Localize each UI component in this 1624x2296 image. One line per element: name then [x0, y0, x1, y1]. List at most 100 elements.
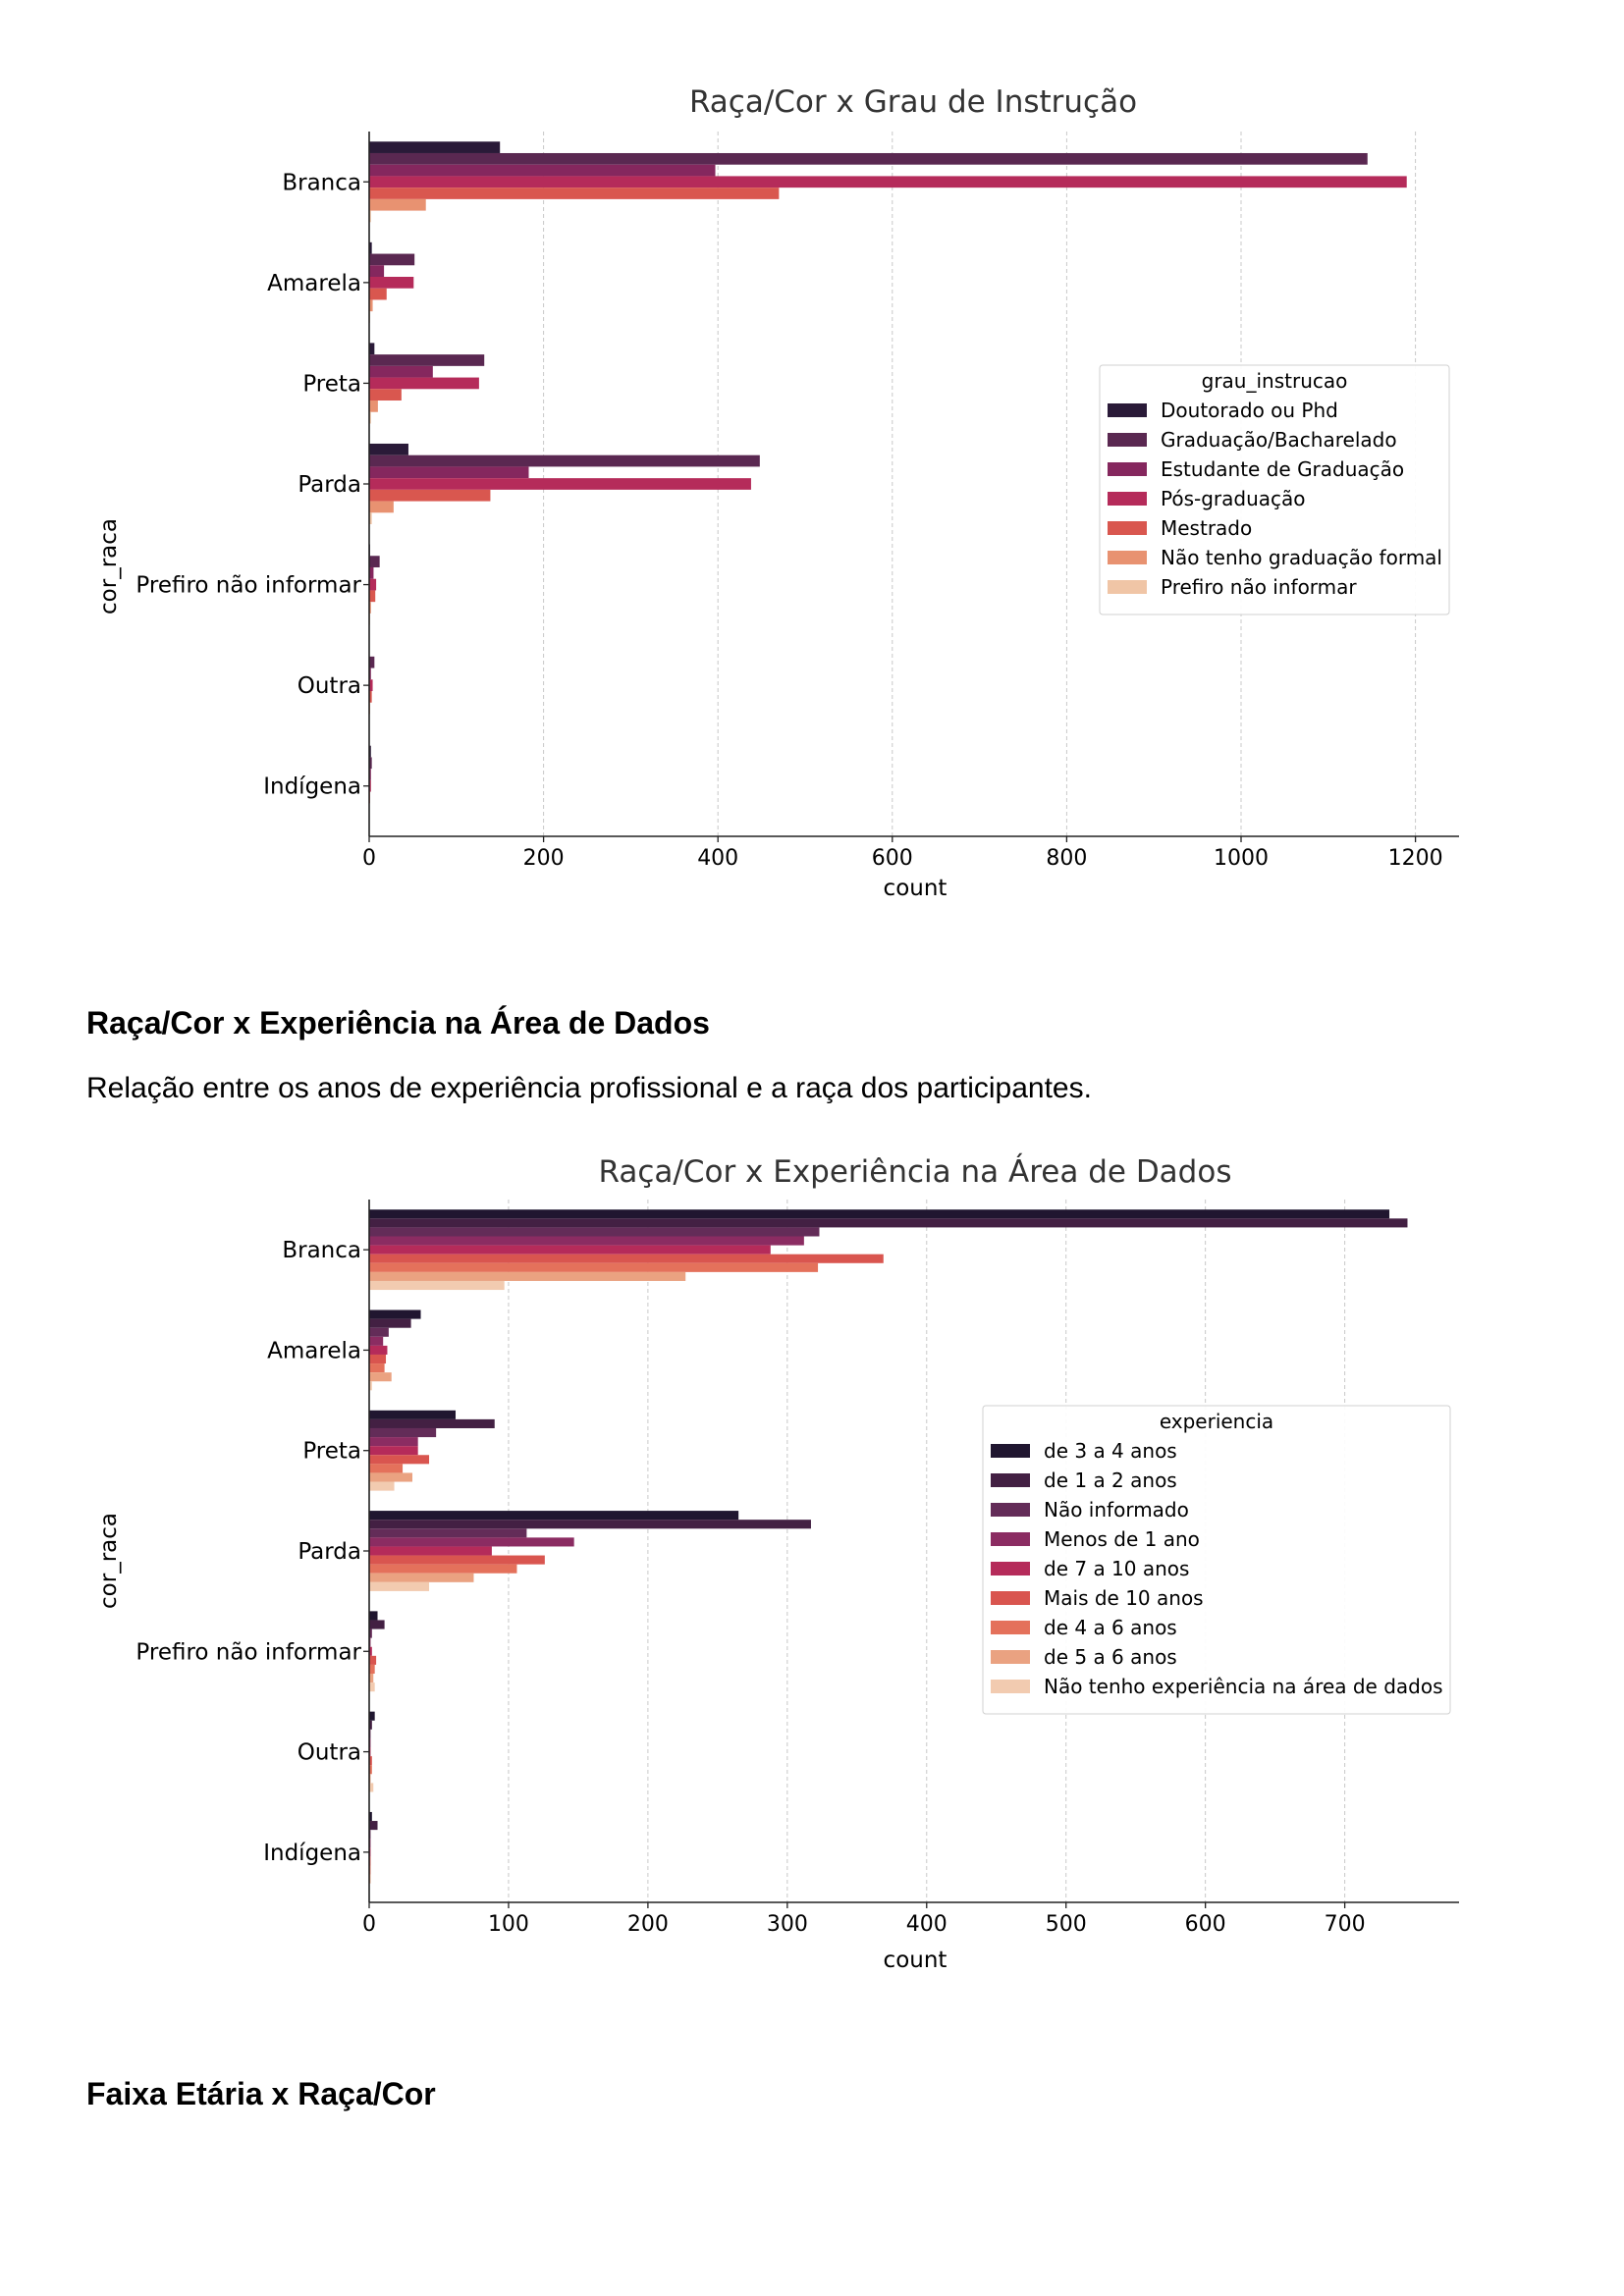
bar — [369, 1280, 505, 1291]
bar — [369, 1354, 387, 1364]
legend-box — [982, 1405, 1451, 1715]
bar — [369, 288, 387, 300]
bar — [369, 466, 529, 479]
bar — [369, 1528, 527, 1538]
bar — [369, 1720, 372, 1730]
legend-swatch — [1108, 403, 1147, 417]
bar — [369, 1646, 372, 1656]
bar — [369, 241, 372, 254]
bar — [369, 1711, 375, 1721]
bar — [369, 454, 760, 467]
bar — [369, 1381, 372, 1391]
bar — [369, 1336, 384, 1346]
legend-swatch — [991, 1562, 1030, 1575]
legend-item: de 1 a 2 anos — [1044, 1468, 1177, 1492]
bar — [369, 779, 371, 792]
legend-item: Mais de 10 anos — [1044, 1586, 1204, 1610]
y-tick-label: Branca — [282, 170, 361, 195]
bar — [369, 276, 414, 289]
legend-swatch — [991, 1650, 1030, 1664]
bar — [369, 1372, 392, 1382]
bar — [369, 745, 371, 758]
bar — [369, 411, 371, 424]
x-tick-label: 700 — [1325, 1912, 1366, 1937]
bar — [369, 152, 1368, 165]
bar — [369, 299, 373, 312]
y-tick-label: Prefiro não informar — [135, 1639, 361, 1665]
x-tick-label: 1200 — [1388, 846, 1443, 871]
legend-swatch — [1108, 433, 1147, 447]
legend-item: Não tenho experiência na área de dados — [1044, 1675, 1443, 1698]
bar — [369, 1427, 437, 1438]
legend-item: Graduação/Bacharelado — [1161, 428, 1397, 452]
bar — [369, 1446, 418, 1456]
bar — [369, 1481, 395, 1491]
bar — [369, 265, 385, 277]
legend-title: grau_instrucao — [1202, 369, 1348, 393]
bar — [369, 1555, 545, 1565]
bar — [369, 187, 780, 199]
legend-item: Não tenho graduação formal — [1161, 546, 1442, 569]
legend-swatch — [1108, 521, 1147, 535]
x-tick-label: 1000 — [1214, 846, 1269, 871]
legend-item: Não informado — [1044, 1498, 1189, 1522]
legend-item: Pós-graduação — [1161, 487, 1306, 510]
bar — [369, 602, 371, 614]
bar — [369, 141, 501, 153]
x-tick-label: 400 — [697, 846, 738, 871]
bar — [369, 377, 479, 390]
bar — [369, 1655, 377, 1665]
bar — [369, 679, 373, 692]
y-tick-label: Amarela — [267, 271, 361, 296]
legend: experiencia de 3 a 4 anos de 1 a 2 anos Não… — [982, 1405, 1451, 1715]
bar — [369, 1537, 574, 1547]
legend-swatch — [991, 1503, 1030, 1517]
bar — [369, 1811, 372, 1822]
bar — [369, 691, 372, 703]
bar — [369, 1245, 771, 1255]
legend-title: experiencia — [1160, 1410, 1273, 1433]
legend-swatch — [991, 1680, 1030, 1693]
bar — [369, 1821, 378, 1831]
bar — [369, 1546, 492, 1556]
bar — [369, 1318, 411, 1328]
bar — [369, 1363, 385, 1373]
section-description: Relação entre os anos de experiência pro… — [86, 1072, 1092, 1104]
bar — [369, 1254, 884, 1263]
x-tick-label: 300 — [767, 1912, 808, 1937]
bar — [369, 1418, 495, 1428]
y-tick-label: Preta — [302, 371, 361, 397]
y-tick-label: Parda — [298, 1539, 361, 1565]
bar — [369, 656, 375, 668]
bar — [369, 253, 415, 266]
bar — [369, 210, 371, 223]
bar — [369, 1629, 372, 1638]
bar — [369, 1573, 474, 1582]
bar — [369, 1410, 457, 1419]
legend-item: de 5 a 6 anos — [1044, 1645, 1177, 1669]
y-tick-label: Outra — [298, 673, 361, 699]
y-tick-label: Prefiro não informar — [135, 573, 361, 599]
bar — [369, 667, 371, 680]
chart-raca-experiencia: Raça/Cor x Experiência na Área de Dados … — [96, 1154, 1459, 1973]
bar — [369, 1664, 375, 1675]
bar — [369, 1309, 421, 1319]
bar — [369, 1218, 1408, 1228]
y-tick-label: Parda — [298, 472, 361, 498]
x-tick-label: 0 — [362, 1912, 376, 1937]
y-axis-label: cor_raca — [96, 518, 122, 614]
y-tick-label: Branca — [282, 1238, 361, 1263]
x-tick-label: 200 — [627, 1912, 669, 1937]
y-tick-label: Outra — [298, 1740, 361, 1766]
bar — [369, 1783, 374, 1792]
legend-swatch — [991, 1621, 1030, 1634]
legend-item: de 3 a 4 anos — [1044, 1439, 1177, 1463]
bar — [369, 566, 374, 579]
legend-item: de 4 a 6 anos — [1044, 1616, 1177, 1639]
section-title-experiencia: Raça/Cor x Experiência na Área de Dados — [86, 1005, 710, 1041]
bar — [369, 1611, 378, 1621]
y-axis-label: cor_raca — [96, 1513, 122, 1609]
bar — [369, 400, 378, 412]
legend: grau_instrucao Doutorado ou Phd Graduação/… — [1099, 364, 1450, 615]
bar — [369, 343, 375, 355]
